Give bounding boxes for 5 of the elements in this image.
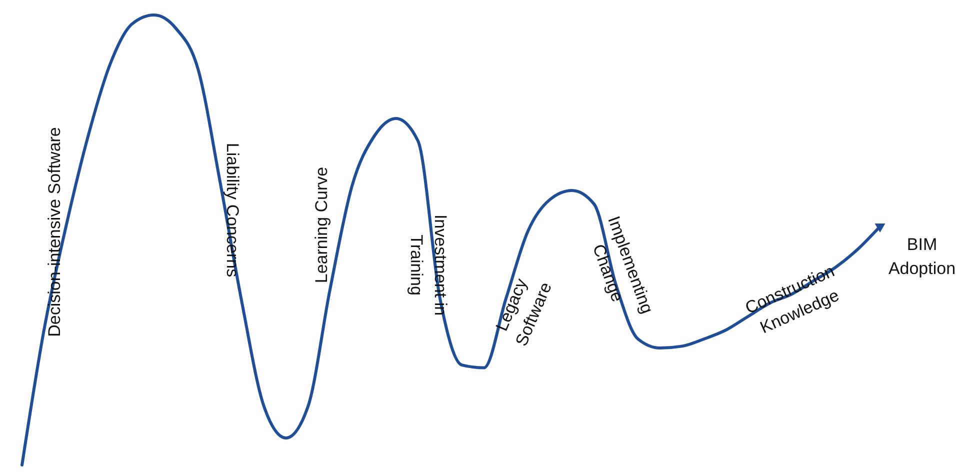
annotation: Learning Curve [312, 166, 331, 284]
annotation: BIM Adoption [888, 235, 956, 278]
annotation: Liability Concerns [223, 142, 242, 278]
annotation: Investment in Training [407, 214, 450, 316]
annotation: Decision-intensive Software [45, 127, 64, 337]
